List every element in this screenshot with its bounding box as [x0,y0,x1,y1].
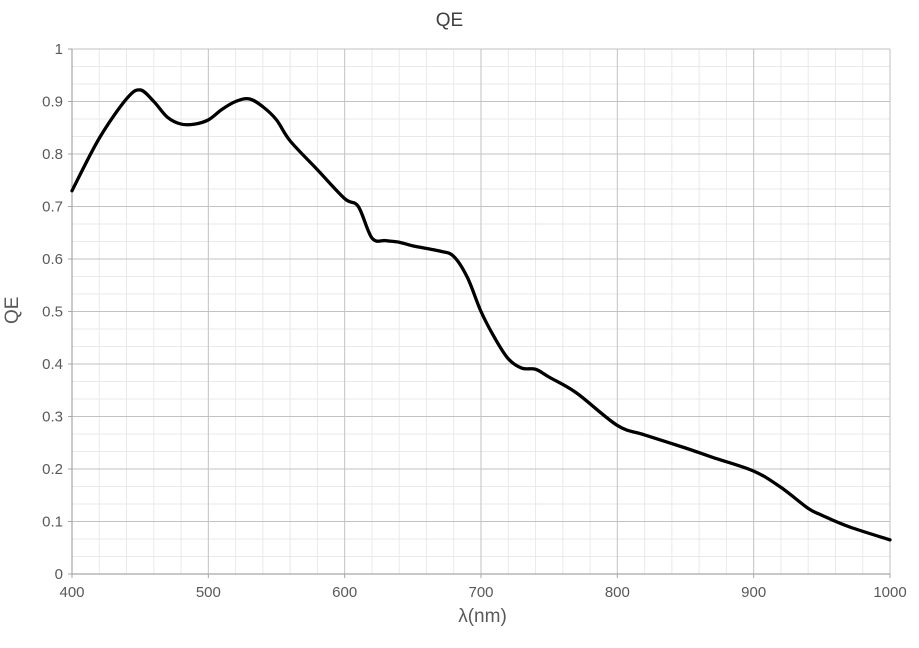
svg-text:500: 500 [196,584,221,601]
svg-text:0: 0 [55,566,63,583]
svg-text:0.2: 0.2 [42,461,63,478]
svg-text:700: 700 [468,584,493,601]
svg-text:1: 1 [55,41,63,58]
svg-text:1000: 1000 [873,584,906,601]
svg-text:400: 400 [59,584,84,601]
svg-text:0.5: 0.5 [42,304,63,321]
svg-text:0.8: 0.8 [42,146,63,163]
svg-text:0.4: 0.4 [42,356,63,373]
svg-text:0.1: 0.1 [42,514,63,531]
svg-text:0.3: 0.3 [42,409,63,426]
svg-text:0.9: 0.9 [42,94,63,111]
svg-text:600: 600 [332,584,357,601]
svg-text:900: 900 [741,584,766,601]
svg-text:0.7: 0.7 [42,199,63,216]
svg-text:0.6: 0.6 [42,251,63,268]
svg-text:800: 800 [605,584,630,601]
